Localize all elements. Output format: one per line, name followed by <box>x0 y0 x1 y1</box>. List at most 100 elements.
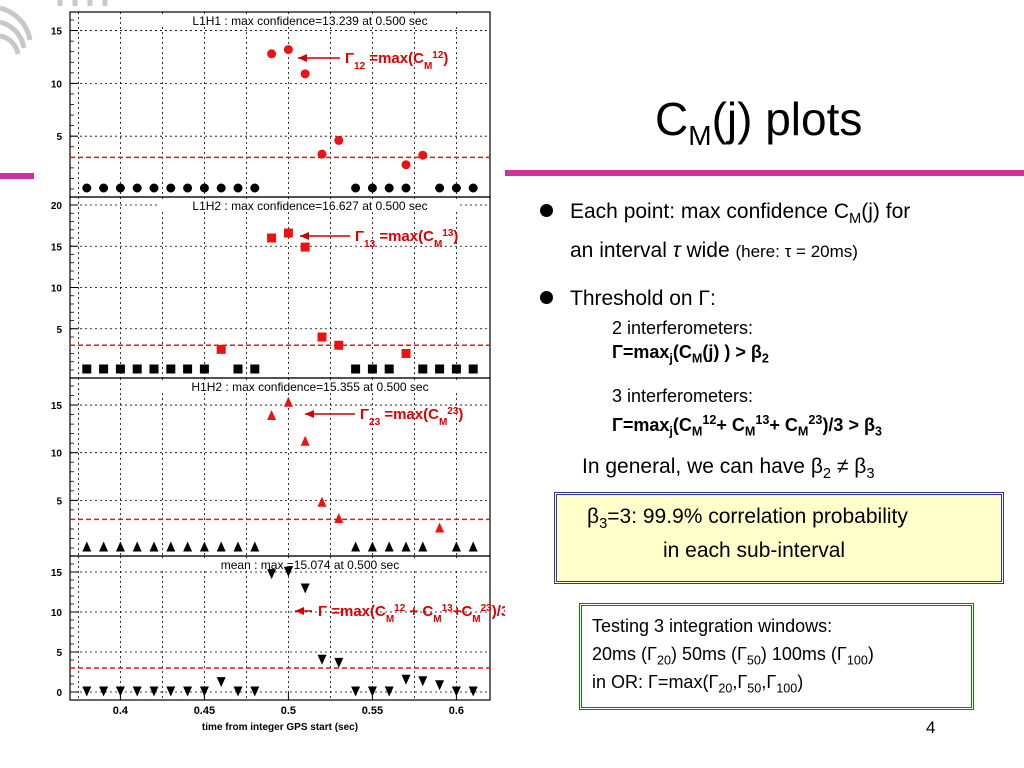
data-point <box>283 396 293 407</box>
data-point <box>216 677 226 688</box>
data-point <box>317 149 327 159</box>
x-tick-label: 0.5 <box>281 705 296 717</box>
data-point <box>149 686 159 697</box>
data-point <box>149 364 159 374</box>
chart-panel-1: 15 10 5 L1H1 : max confidence=13.239 at 0.5… <box>51 11 491 198</box>
data-point <box>199 541 209 552</box>
data-point <box>183 686 193 697</box>
data-point <box>418 364 428 374</box>
data-point <box>468 541 478 552</box>
two-ifo-block: 2 interferometers: Γ=maxj(CM(j) ) > β2 <box>612 318 769 366</box>
slide-title: CM(j) plots <box>655 93 863 152</box>
data-point <box>115 686 125 697</box>
windows-box: Testing 3 integration windows: 20ms (Γ20… <box>579 603 974 710</box>
data-point <box>267 569 277 580</box>
data-point <box>401 183 411 193</box>
chart-title: L1H2 : max confidence=16.627 at 0.500 se… <box>192 199 427 213</box>
data-point <box>401 160 411 170</box>
x-tick-label: 0.45 <box>194 705 215 717</box>
data-point <box>367 686 377 697</box>
title-bg <box>160 558 460 571</box>
y-tick-label: 20 <box>51 201 63 212</box>
data-point <box>334 512 344 523</box>
left-accent-rule <box>0 173 34 179</box>
data-point <box>435 522 445 533</box>
bullet-dot <box>540 291 553 305</box>
data-point <box>250 541 260 552</box>
plot-frame <box>69 555 491 701</box>
annotation-arrowhead <box>298 54 307 62</box>
x-tick-label: 0.6 <box>449 705 464 717</box>
data-point <box>367 183 377 193</box>
bullet-confidence: Each point: max confidence CM(j) for an … <box>540 196 1020 267</box>
plot-frame <box>69 11 491 198</box>
data-point <box>82 183 92 193</box>
data-point <box>451 183 461 193</box>
data-point <box>418 676 428 687</box>
data-point <box>216 183 226 193</box>
data-point <box>233 183 243 193</box>
chart-panel-2: 20 15 10 5 L1H2 : max confidence=16.627 at 0… <box>51 196 491 379</box>
x-tick-label: 0.4 <box>113 705 129 717</box>
y-tick-label: 15 <box>51 27 63 38</box>
general-note: In general, we can have β2 ≠ β3 <box>582 455 875 483</box>
data-point <box>250 686 260 697</box>
chart-panel-4: 15 10 5 0 mean : max =15.074 at 0.500 sec Γ =… <box>51 555 505 733</box>
data-point <box>384 541 394 552</box>
annotation-arrowhead <box>305 410 314 418</box>
data-point <box>300 69 310 79</box>
y-tick-label: 15 <box>51 401 63 412</box>
data-point <box>384 364 394 374</box>
y-tick-label: 10 <box>51 608 63 619</box>
data-point <box>82 541 92 552</box>
y-tick-label: 0 <box>56 688 62 699</box>
data-point <box>283 228 293 238</box>
data-point <box>300 435 310 446</box>
data-point <box>468 686 478 697</box>
data-point <box>199 183 209 193</box>
three-ifo-block: 3 interferometers: Γ=maxj(CM12+ CM13+ CM… <box>612 386 882 439</box>
data-point <box>132 686 142 697</box>
data-point <box>199 686 209 697</box>
data-point <box>351 364 361 374</box>
data-point <box>99 541 109 552</box>
annotation-label: Γ13 =max(CM13) <box>355 228 458 250</box>
data-point <box>283 566 293 577</box>
bullet-list: Each point: max confidence CM(j) for an … <box>540 196 1020 324</box>
y-tick-label: 15 <box>51 242 63 253</box>
annotation-label: Γ =max(CM12 + CM13+CM23)/3 <box>318 603 505 625</box>
data-point <box>132 541 142 552</box>
bullet-dot <box>540 204 553 217</box>
data-point <box>216 541 226 552</box>
data-point <box>435 364 445 374</box>
data-point <box>367 364 377 374</box>
data-point <box>435 680 445 691</box>
y-tick-label: 10 <box>51 79 63 90</box>
bullet-threshold: Threshold on Γ: <box>540 283 1020 314</box>
data-point <box>183 364 193 374</box>
y-tick-label: 15 <box>51 568 63 579</box>
chart-panel-3: 15 10 5 H1H2 : max confidence=15.355 at 0.5… <box>51 377 491 557</box>
data-point <box>115 541 125 552</box>
data-point <box>132 364 142 374</box>
data-point <box>451 541 461 552</box>
data-point <box>317 654 327 665</box>
data-point <box>317 332 327 342</box>
chart-title: L1H1 : max confidence=13.239 at 0.500 se… <box>192 14 427 28</box>
data-point <box>166 183 176 193</box>
data-point <box>267 410 277 421</box>
data-point <box>418 541 428 552</box>
data-point <box>384 183 394 193</box>
data-point <box>351 686 361 697</box>
data-point <box>351 541 361 552</box>
data-point <box>99 183 109 193</box>
cm-plots: 15 10 5 L1H1 : max confidence=13.239 at 0.5… <box>51 11 505 733</box>
data-point <box>149 541 159 552</box>
data-point <box>166 541 176 552</box>
data-point <box>267 49 277 59</box>
data-point <box>115 183 125 193</box>
data-point <box>384 686 394 697</box>
data-point <box>216 344 226 354</box>
y-tick-label: 5 <box>56 648 62 659</box>
data-point <box>149 183 159 193</box>
